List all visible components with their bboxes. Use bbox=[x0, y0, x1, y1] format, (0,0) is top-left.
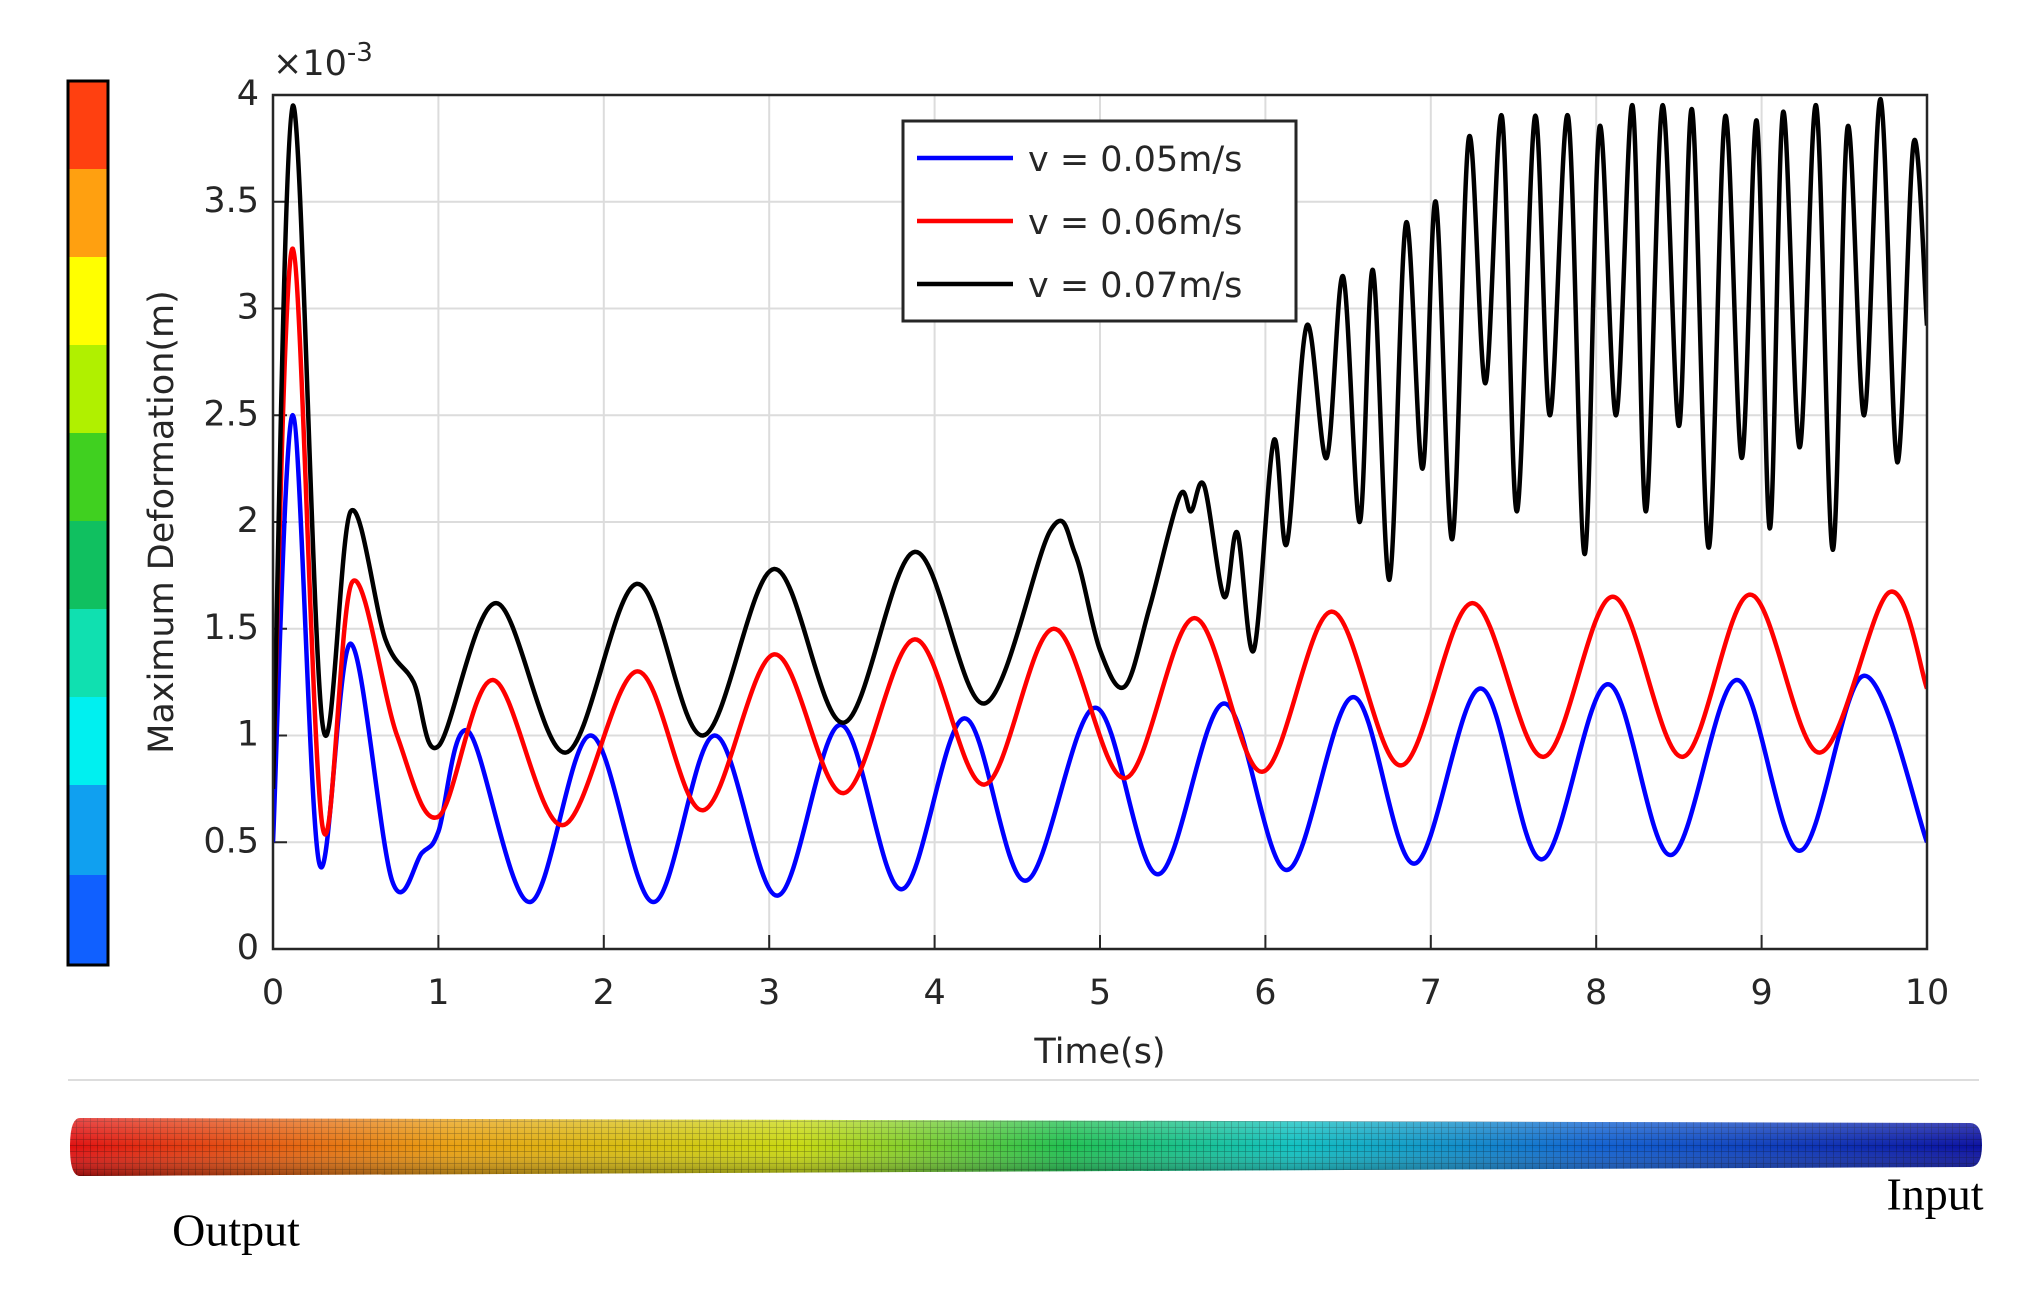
plot-border bbox=[271, 93, 1929, 951]
x-tick-label: 3 bbox=[758, 973, 780, 1013]
y-tick-label: 4 bbox=[237, 74, 259, 114]
x-tick-label: 9 bbox=[1750, 973, 1772, 1013]
legend-label: v = 0.06m/s bbox=[1028, 203, 1242, 243]
input-label: Input bbox=[1886, 1169, 1983, 1220]
y-tick-label: 3 bbox=[237, 288, 259, 328]
x-tick-label: 8 bbox=[1585, 973, 1607, 1013]
lines bbox=[273, 96, 1927, 905]
y-offset-text: ×10-3 bbox=[273, 38, 373, 85]
series-line bbox=[273, 246, 1927, 837]
x-tick-label: 10 bbox=[1905, 973, 1950, 1013]
y-tick-label: 0 bbox=[237, 928, 259, 968]
offset-power: -3 bbox=[347, 38, 373, 68]
offset-base: ×10 bbox=[273, 44, 347, 84]
x-tick-label: 1 bbox=[427, 973, 449, 1013]
x-tick-label: 7 bbox=[1420, 973, 1442, 1013]
series-line bbox=[273, 412, 1927, 905]
x-tick-label: 2 bbox=[593, 973, 615, 1013]
x-tick-label: 0 bbox=[262, 973, 284, 1013]
x-tick-label: 6 bbox=[1254, 973, 1276, 1013]
legend-label: v = 0.07m/s bbox=[1028, 266, 1242, 306]
y-tick-label: 3.5 bbox=[203, 181, 259, 221]
x-tick-label: 4 bbox=[923, 973, 945, 1013]
y-tick-label: 2 bbox=[237, 501, 259, 541]
y-axis-label: Maximum Deformation(m) bbox=[142, 290, 182, 754]
x-tick-label: 5 bbox=[1089, 973, 1111, 1013]
y-tick-label: 1.5 bbox=[203, 608, 259, 648]
y-tick-label: 0.5 bbox=[203, 821, 259, 861]
beam bbox=[70, 1118, 1982, 1176]
y-tick-label: 1 bbox=[237, 715, 259, 755]
y-tick-label: 2.5 bbox=[203, 394, 259, 434]
x-axis-label: Time(s) bbox=[1033, 1032, 1165, 1072]
series-line bbox=[273, 96, 1927, 789]
colorbar bbox=[66, 79, 110, 967]
output-label: Output bbox=[172, 1205, 300, 1256]
legend-label: v = 0.05m/s bbox=[1028, 140, 1242, 180]
